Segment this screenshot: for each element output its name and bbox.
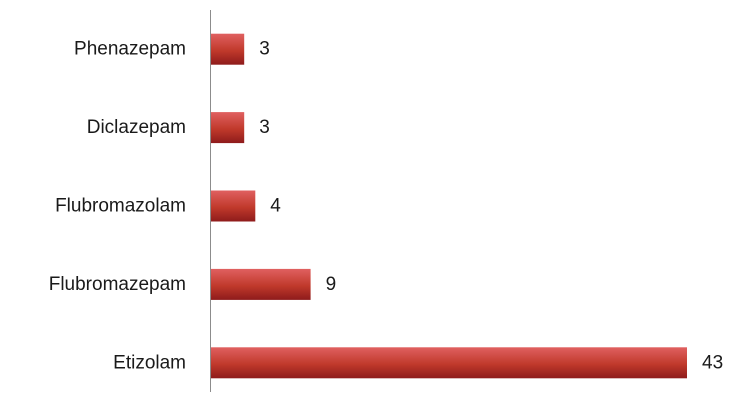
category-label-flubromazolam: Flubromazolam	[55, 196, 186, 217]
data-label-flubromazepam: 9	[326, 274, 337, 295]
data-label-diclazepam: 3	[259, 117, 270, 138]
bars-layer	[211, 33, 687, 379]
labels-layer: Phenazepam 3 Diclazepam 3 Flubromazolam 4 Flub…	[49, 39, 723, 374]
bar-phenazepam	[211, 33, 245, 65]
bar-flubromazepam	[211, 268, 311, 300]
category-label-etizolam: Etizolam	[113, 352, 186, 373]
category-label-flubromazepam: Flubromazepam	[49, 274, 186, 295]
category-label-diclazepam: Diclazepam	[87, 117, 186, 138]
bar-flubromazolam	[211, 190, 256, 222]
data-label-flubromazolam: 4	[270, 196, 281, 217]
category-label-phenazepam: Phenazepam	[74, 39, 186, 60]
bar-etizolam	[211, 347, 687, 379]
bar-diclazepam	[211, 112, 245, 144]
data-label-phenazepam: 3	[259, 39, 270, 60]
data-label-etizolam: 43	[702, 352, 723, 373]
